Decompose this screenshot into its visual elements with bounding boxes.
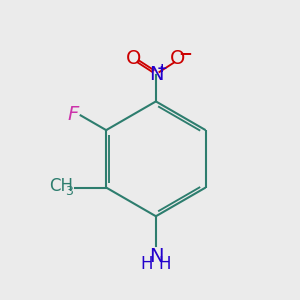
Text: 3: 3 — [65, 185, 73, 198]
Text: O: O — [126, 49, 142, 68]
Text: CH: CH — [49, 177, 73, 195]
Text: +: + — [157, 62, 167, 75]
Text: −: − — [179, 44, 193, 62]
Text: F: F — [67, 105, 78, 124]
Text: N: N — [148, 65, 163, 84]
Text: N: N — [148, 247, 163, 266]
Text: H: H — [158, 255, 171, 273]
Text: O: O — [170, 49, 186, 68]
Text: H: H — [141, 255, 153, 273]
